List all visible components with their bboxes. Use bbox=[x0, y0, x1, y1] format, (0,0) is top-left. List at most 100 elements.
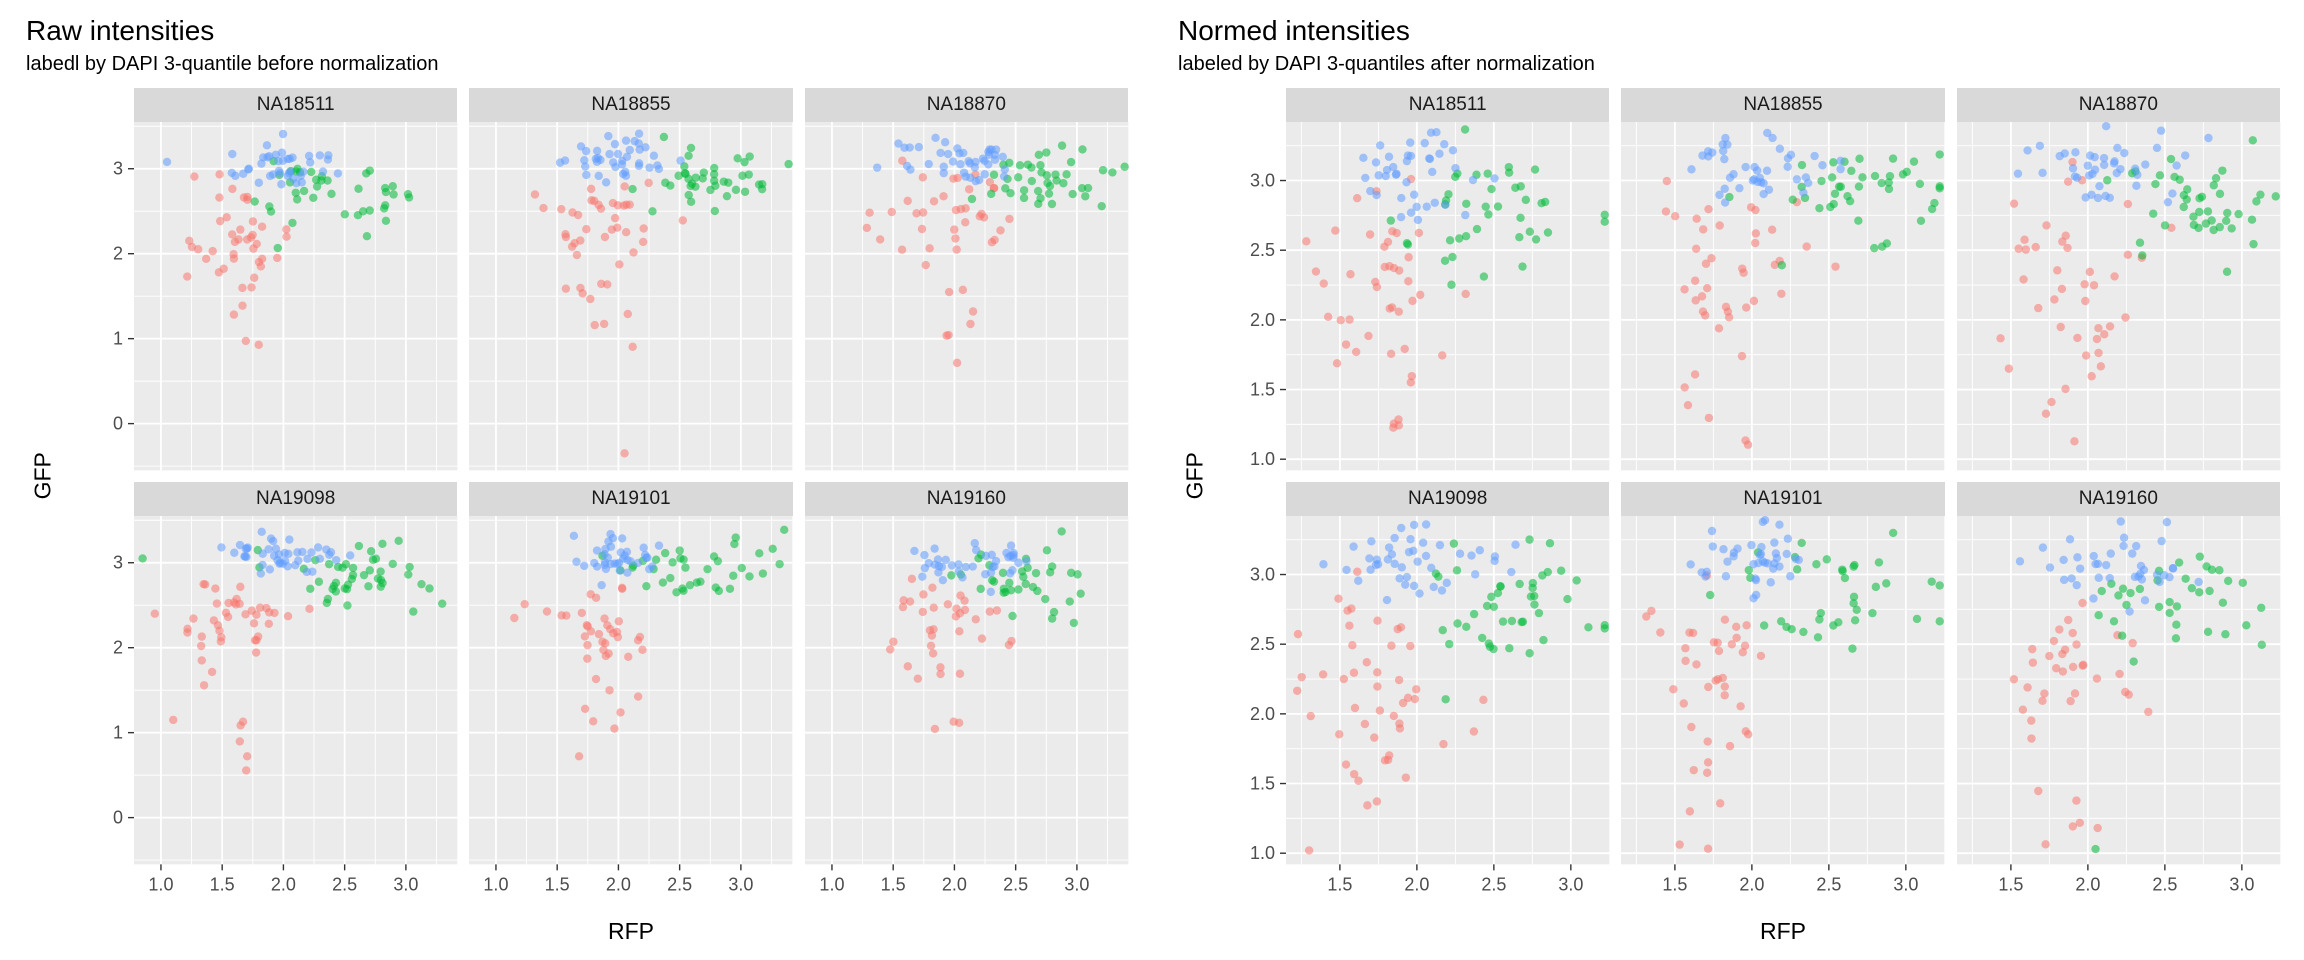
facet-strip: NA19101 bbox=[469, 481, 793, 516]
data-point-DAPI-quantile-2 bbox=[726, 584, 735, 593]
scatter-panel-NA18855 bbox=[1621, 121, 1945, 470]
data-point-DAPI-quantile-3 bbox=[2072, 580, 2081, 590]
data-point-DAPI-quantile-3 bbox=[1763, 166, 1772, 175]
data-point-DAPI-quantile-3 bbox=[615, 566, 625, 575]
data-point-DAPI-quantile-1 bbox=[985, 607, 994, 616]
data-point-DAPI-quantile-1 bbox=[241, 336, 251, 345]
data-point-DAPI-quantile-3 bbox=[1403, 151, 1413, 160]
data-point-DAPI-quantile-3 bbox=[2088, 594, 2098, 603]
data-point-DAPI-quantile-2 bbox=[1000, 183, 1010, 193]
data-point-DAPI-quantile-1 bbox=[615, 259, 624, 269]
data-point-DAPI-quantile-3 bbox=[2093, 193, 2102, 202]
data-point-DAPI-quantile-1 bbox=[224, 598, 233, 607]
data-point-DAPI-quantile-1 bbox=[1363, 800, 1372, 810]
data-point-DAPI-quantile-3 bbox=[1687, 164, 1697, 174]
data-point-DAPI-quantile-3 bbox=[2168, 563, 2177, 573]
data-point-DAPI-quantile-2 bbox=[409, 607, 418, 616]
data-point-DAPI-quantile-2 bbox=[710, 552, 719, 561]
data-point-DAPI-quantile-2 bbox=[299, 186, 309, 195]
data-point-DAPI-quantile-1 bbox=[211, 584, 220, 593]
data-point-DAPI-quantile-1 bbox=[2026, 734, 2036, 743]
data-point-DAPI-quantile-1 bbox=[620, 181, 630, 191]
data-point-DAPI-quantile-3 bbox=[1349, 542, 1358, 551]
data-point-DAPI-quantile-1 bbox=[520, 599, 530, 609]
data-point-DAPI-quantile-1 bbox=[1704, 682, 1713, 691]
data-point-DAPI-quantile-1 bbox=[995, 225, 1005, 235]
data-point-DAPI-quantile-2 bbox=[732, 185, 741, 194]
data-point-DAPI-quantile-2 bbox=[2166, 154, 2175, 163]
data-point-DAPI-quantile-3 bbox=[1749, 559, 1758, 569]
data-point-DAPI-quantile-3 bbox=[924, 558, 933, 568]
y-tick-label: 3.0 bbox=[1250, 170, 1275, 190]
data-point-DAPI-quantile-3 bbox=[1406, 208, 1416, 217]
data-point-DAPI-quantile-3 bbox=[1021, 556, 1031, 566]
data-point-DAPI-quantile-2 bbox=[1572, 576, 1581, 585]
data-point-DAPI-quantile-3 bbox=[292, 178, 301, 187]
data-point-DAPI-quantile-2 bbox=[1531, 234, 1541, 244]
data-point-DAPI-quantile-3 bbox=[645, 163, 655, 172]
data-point-DAPI-quantile-2 bbox=[714, 586, 724, 595]
data-point-DAPI-quantile-3 bbox=[331, 555, 341, 565]
data-point-DAPI-quantile-3 bbox=[346, 551, 355, 560]
data-point-DAPI-quantile-3 bbox=[1425, 153, 1434, 163]
data-point-DAPI-quantile-1 bbox=[1335, 729, 1344, 739]
data-point-DAPI-quantile-3 bbox=[593, 146, 602, 155]
data-point-DAPI-quantile-3 bbox=[1507, 567, 1516, 577]
data-point-DAPI-quantile-3 bbox=[1409, 520, 1419, 529]
data-point-DAPI-quantile-2 bbox=[1793, 564, 1802, 574]
data-point-DAPI-quantile-1 bbox=[243, 751, 252, 761]
data-point-DAPI-quantile-1 bbox=[2110, 271, 2119, 281]
data-point-DAPI-quantile-2 bbox=[1525, 227, 1535, 236]
data-point-DAPI-quantile-3 bbox=[1726, 173, 1735, 182]
data-point-DAPI-quantile-3 bbox=[1375, 140, 1385, 150]
data-point-DAPI-quantile-3 bbox=[2059, 575, 2068, 584]
data-point-DAPI-quantile-3 bbox=[998, 152, 1007, 161]
data-point-DAPI-quantile-1 bbox=[907, 574, 916, 583]
data-point-DAPI-quantile-2 bbox=[1452, 565, 1462, 575]
data-point-DAPI-quantile-3 bbox=[939, 168, 948, 177]
data-point-DAPI-quantile-1 bbox=[2123, 250, 2132, 259]
data-point-DAPI-quantile-3 bbox=[1763, 128, 1772, 137]
data-point-DAPI-quantile-1 bbox=[944, 330, 953, 339]
data-point-DAPI-quantile-1 bbox=[1383, 237, 1393, 246]
data-point-DAPI-quantile-2 bbox=[365, 565, 375, 575]
data-point-DAPI-quantile-3 bbox=[2116, 517, 2125, 526]
data-point-DAPI-quantile-1 bbox=[1716, 798, 1725, 808]
data-point-DAPI-quantile-1 bbox=[252, 239, 261, 248]
data-point-DAPI-quantile-2 bbox=[2150, 179, 2160, 188]
data-point-DAPI-quantile-3 bbox=[1741, 162, 1751, 171]
data-point-DAPI-quantile-1 bbox=[1293, 686, 1302, 695]
data-point-DAPI-quantile-3 bbox=[955, 159, 965, 169]
data-point-DAPI-quantile-2 bbox=[1068, 189, 1077, 198]
data-point-DAPI-quantile-3 bbox=[1448, 145, 1458, 155]
data-point-DAPI-quantile-1 bbox=[2063, 615, 2073, 625]
data-point-DAPI-quantile-3 bbox=[909, 546, 919, 555]
data-point-DAPI-quantile-2 bbox=[681, 169, 691, 178]
data-point-DAPI-quantile-2 bbox=[1449, 539, 1459, 548]
data-point-DAPI-quantile-3 bbox=[1722, 571, 1731, 581]
data-point-DAPI-quantile-1 bbox=[1751, 205, 1760, 214]
data-point-DAPI-quantile-3 bbox=[2059, 555, 2068, 564]
data-point-DAPI-quantile-1 bbox=[222, 212, 231, 222]
data-point-DAPI-quantile-2 bbox=[2117, 631, 2127, 640]
data-point-DAPI-quantile-2 bbox=[1019, 193, 1028, 202]
data-point-DAPI-quantile-1 bbox=[251, 648, 261, 657]
data-point-DAPI-quantile-1 bbox=[620, 448, 630, 458]
data-point-DAPI-quantile-1 bbox=[1738, 351, 1747, 360]
scatter-panel-NA18511: 0 1 2 3 bbox=[113, 121, 458, 470]
data-point-DAPI-quantile-3 bbox=[1760, 558, 1770, 567]
data-point-DAPI-quantile-3 bbox=[1406, 138, 1415, 147]
data-point-DAPI-quantile-1 bbox=[247, 282, 256, 292]
data-point-DAPI-quantile-2 bbox=[1760, 621, 1769, 630]
data-point-DAPI-quantile-2 bbox=[1852, 605, 1862, 614]
data-point-DAPI-quantile-3 bbox=[2137, 574, 2146, 584]
data-point-DAPI-quantile-3 bbox=[1384, 152, 1394, 161]
data-point-DAPI-quantile-3 bbox=[2015, 556, 2024, 566]
data-point-DAPI-quantile-2 bbox=[699, 167, 709, 177]
data-point-DAPI-quantile-2 bbox=[1518, 261, 1527, 271]
data-point-DAPI-quantile-1 bbox=[2078, 660, 2088, 669]
data-point-DAPI-quantile-3 bbox=[284, 168, 294, 177]
data-point-DAPI-quantile-2 bbox=[2255, 190, 2265, 199]
data-point-DAPI-quantile-2 bbox=[2205, 586, 2214, 595]
data-point-DAPI-quantile-3 bbox=[1783, 162, 1793, 171]
